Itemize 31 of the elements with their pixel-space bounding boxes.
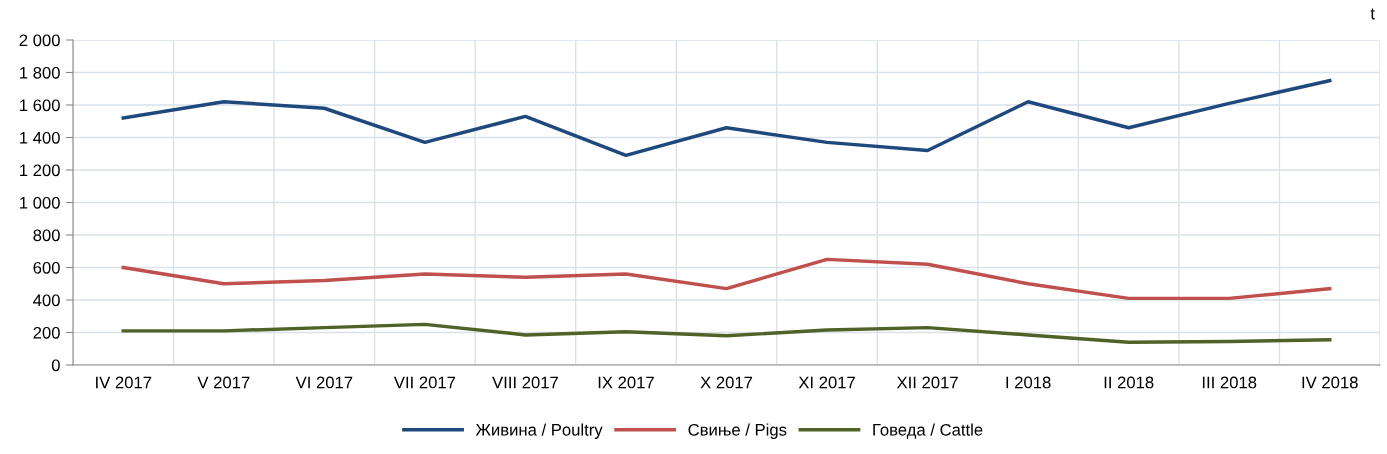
y-tick-label: 1 800 [20, 66, 60, 79]
x-tick-label: XI 2017 [798, 376, 855, 389]
legend-label: Живина / Poultry [475, 423, 603, 439]
x-tick-label: II 2018 [1104, 376, 1154, 389]
y-tick-label: 0 [51, 359, 60, 372]
y-axis-title: t [1370, 8, 1375, 20]
legend-label: Свиње / Pigs [688, 423, 787, 439]
line-series [121, 257, 1332, 301]
y-tick-label: 600 [33, 261, 60, 274]
x-tick-label: VIII 2017 [492, 376, 558, 389]
y-tick-label: 1 000 [20, 196, 60, 209]
y-tick-label: 200 [33, 326, 60, 339]
y-tick-label: 1 200 [20, 164, 60, 177]
x-tick-label: IV 2017 [96, 376, 152, 389]
x-tick-label: XII 2017 [896, 376, 958, 389]
x-tick-label: V 2017 [197, 376, 250, 389]
y-tick-label: 800 [33, 229, 60, 242]
x-tick-label: VI 2017 [295, 376, 353, 389]
x-tick-label: X 2017 [700, 376, 753, 389]
line-series [121, 78, 1332, 158]
legend-label: Говеда / Cattle [873, 423, 983, 439]
x-tick-label: IX 2017 [598, 376, 654, 389]
y-tick-label: 400 [33, 294, 60, 307]
y-tick-label: 2 000 [19, 34, 60, 47]
y-tick-label: 1 400 [20, 131, 60, 144]
x-tick-label: III 2018 [1202, 376, 1257, 389]
line-series [121, 322, 1332, 344]
x-tick-label: IV 2018 [1302, 376, 1358, 389]
x-tick-label: I 2018 [1006, 376, 1051, 389]
x-tick-label: VII 2017 [393, 376, 456, 389]
y-tick-label: 1 600 [20, 99, 60, 112]
